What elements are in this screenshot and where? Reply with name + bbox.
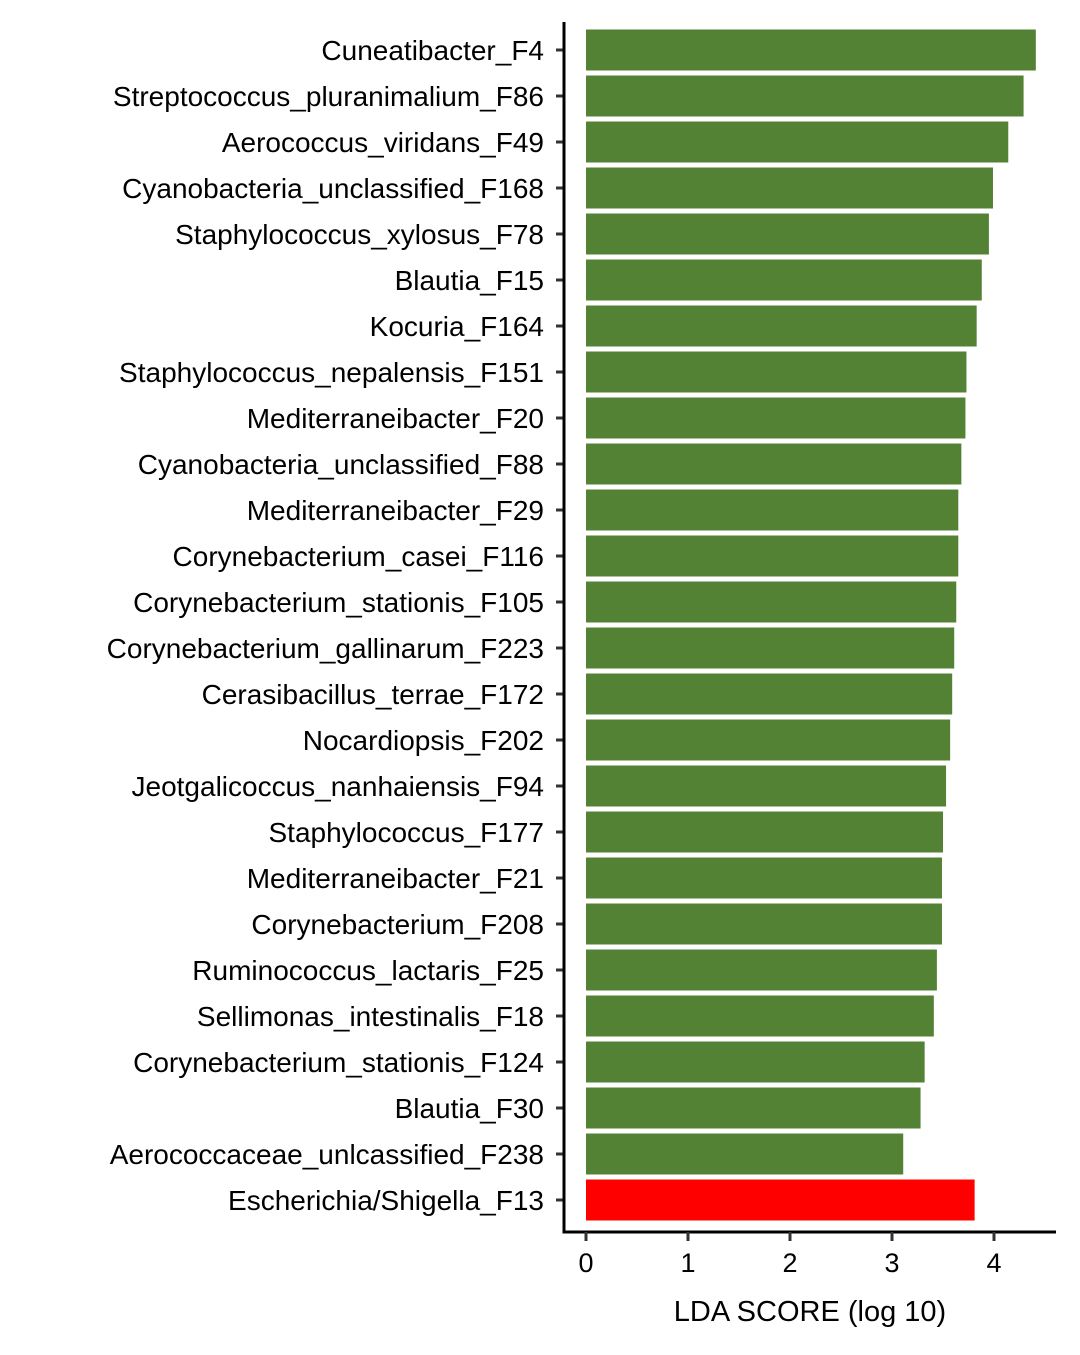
bar-16 [586, 765, 947, 807]
x-tick-label-2: 2 [782, 1248, 797, 1278]
bar-21 [586, 995, 934, 1037]
x-axis-title: LDA SCORE (log 10) [674, 1296, 946, 1328]
bar-25 [586, 1179, 975, 1221]
category-label-22: Corynebacterium_stationis_F124 [133, 1047, 544, 1078]
category-label-10: Mediterraneibacter_F29 [247, 495, 544, 526]
category-label-7: Staphylococcus_nepalensis_F151 [119, 357, 544, 388]
bar-4 [586, 213, 989, 255]
bar-12 [586, 581, 957, 623]
bar-13 [586, 627, 955, 669]
bar-17 [586, 811, 943, 853]
category-label-12: Corynebacterium_stationis_F105 [133, 587, 544, 618]
category-label-14: Cerasibacillus_terrae_F172 [202, 679, 544, 710]
bar-23 [586, 1087, 921, 1129]
category-label-24: Aerococcaceae_unlcassified_F238 [110, 1139, 544, 1170]
bar-19 [586, 903, 942, 945]
bar-8 [586, 397, 966, 439]
category-label-15: Nocardiopsis_F202 [303, 725, 544, 756]
category-label-21: Sellimonas_intestinalis_F18 [197, 1001, 544, 1032]
category-label-18: Mediterraneibacter_F21 [247, 863, 544, 894]
category-label-19: Corynebacterium_F208 [251, 909, 544, 940]
bar-22 [586, 1041, 925, 1083]
bar-20 [586, 949, 937, 991]
category-label-11: Corynebacterium_casei_F116 [173, 541, 544, 572]
x-tick-label-3: 3 [884, 1248, 899, 1278]
axes-layer [556, 22, 1056, 1241]
category-label-17: Staphylococcus_F177 [268, 817, 544, 848]
category-label-6: Kocuria_F164 [370, 311, 544, 342]
bars-layer [586, 29, 1036, 1221]
bar-2 [586, 121, 1009, 163]
x-tick-label-4: 4 [986, 1248, 1001, 1278]
bar-0 [586, 29, 1036, 71]
x-tick-label-0: 0 [578, 1248, 593, 1278]
category-label-0: Cuneatibacter_F4 [321, 35, 544, 66]
bar-3 [586, 167, 993, 209]
bar-9 [586, 443, 962, 485]
category-label-8: Mediterraneibacter_F20 [247, 403, 544, 434]
category-label-20: Ruminococcus_lactaris_F25 [192, 955, 544, 986]
bar-1 [586, 75, 1024, 117]
bar-24 [586, 1133, 904, 1175]
labels-layer: Cuneatibacter_F4 Streptococcus_pluranimal… [107, 35, 1002, 1278]
bar-5 [586, 259, 982, 301]
category-label-1: Streptococcus_pluranimalium_F86 [113, 81, 544, 112]
category-label-9: Cyanobacteria_unclassified_F88 [138, 449, 544, 480]
bar-18 [586, 857, 942, 899]
bar-7 [586, 351, 967, 393]
x-tick-label-1: 1 [680, 1248, 695, 1278]
bar-6 [586, 305, 977, 347]
category-label-16: Jeotgalicoccus_nanhaiensis_F94 [132, 771, 545, 802]
bar-10 [586, 489, 959, 531]
category-label-3: Cyanobacteria_unclassified_F168 [122, 173, 544, 204]
category-label-2: Aerococcus_viridans_F49 [222, 127, 544, 158]
bar-11 [586, 535, 959, 577]
category-label-4: Staphylococcus_xylosus_F78 [175, 219, 544, 250]
bar-15 [586, 719, 951, 761]
category-label-25: Escherichia/Shigella_F13 [228, 1185, 544, 1216]
bar-14 [586, 673, 953, 715]
category-label-13: Corynebacterium_gallinarum_F223 [107, 633, 544, 664]
category-label-5: Blautia_F15 [395, 265, 544, 296]
category-label-23: Blautia_F30 [395, 1093, 544, 1124]
